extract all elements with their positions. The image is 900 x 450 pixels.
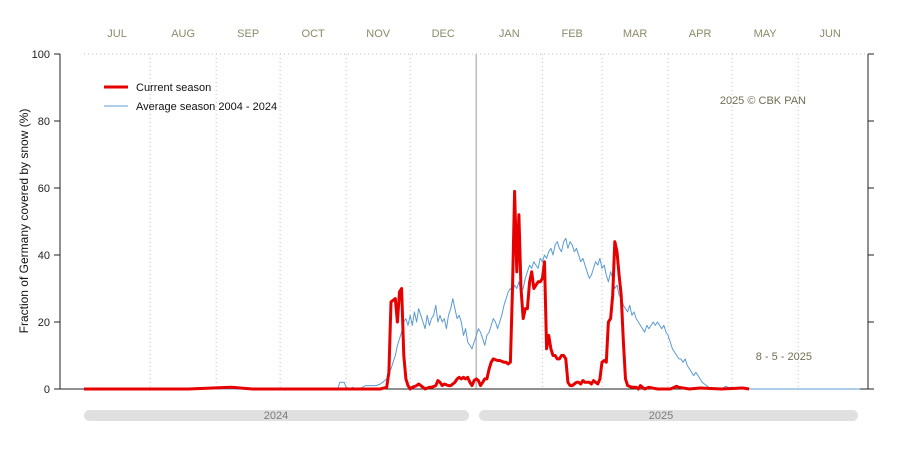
month-label: AUG <box>171 28 195 40</box>
date-stamp: 8 - 5 - 2025 <box>756 351 812 363</box>
month-label: SEP <box>237 28 259 40</box>
year-bar-2024 <box>84 410 469 421</box>
grid <box>84 53 868 389</box>
year-bars: 2024 2025 <box>84 410 858 422</box>
legend: Current season Average season 2004 - 202… <box>104 82 277 113</box>
month-label: OCT <box>302 28 326 40</box>
month-label: FEB <box>561 28 582 40</box>
series <box>84 189 860 391</box>
y-tick-label: 40 <box>38 250 50 262</box>
month-label: DEC <box>432 28 455 40</box>
month-label: APR <box>689 28 712 40</box>
y-tick-label: 100 <box>32 49 50 61</box>
year-bar-2025 <box>479 410 858 421</box>
y-tick-label: 60 <box>38 183 50 195</box>
y-tick-label: 80 <box>38 116 50 128</box>
month-label: MAY <box>754 28 778 40</box>
y-tick-label: 0 <box>44 384 50 396</box>
month-labels: JUL AUG SEP OCT NOV DEC JAN FEB MAR APR MAY JUN <box>107 28 841 40</box>
copyright-text: 2025 © CBK PAN <box>720 95 806 107</box>
series-line-current <box>84 189 750 391</box>
y-tick-label: 20 <box>38 317 50 329</box>
year-label-2024: 2024 <box>264 410 288 422</box>
year-label-2025: 2025 <box>649 410 673 422</box>
legend-average-label: Average season 2004 - 2024 <box>136 101 277 113</box>
month-label: JUN <box>819 28 840 40</box>
month-label: NOV <box>366 28 391 40</box>
month-label: JUL <box>107 28 127 40</box>
month-label: JAN <box>499 28 520 40</box>
y-axis-label: Fraction of Germany covered by snow (%) <box>17 109 31 334</box>
legend-current-label: Current season <box>136 82 211 94</box>
series-line-average <box>84 237 860 390</box>
month-label: MAR <box>623 28 648 40</box>
